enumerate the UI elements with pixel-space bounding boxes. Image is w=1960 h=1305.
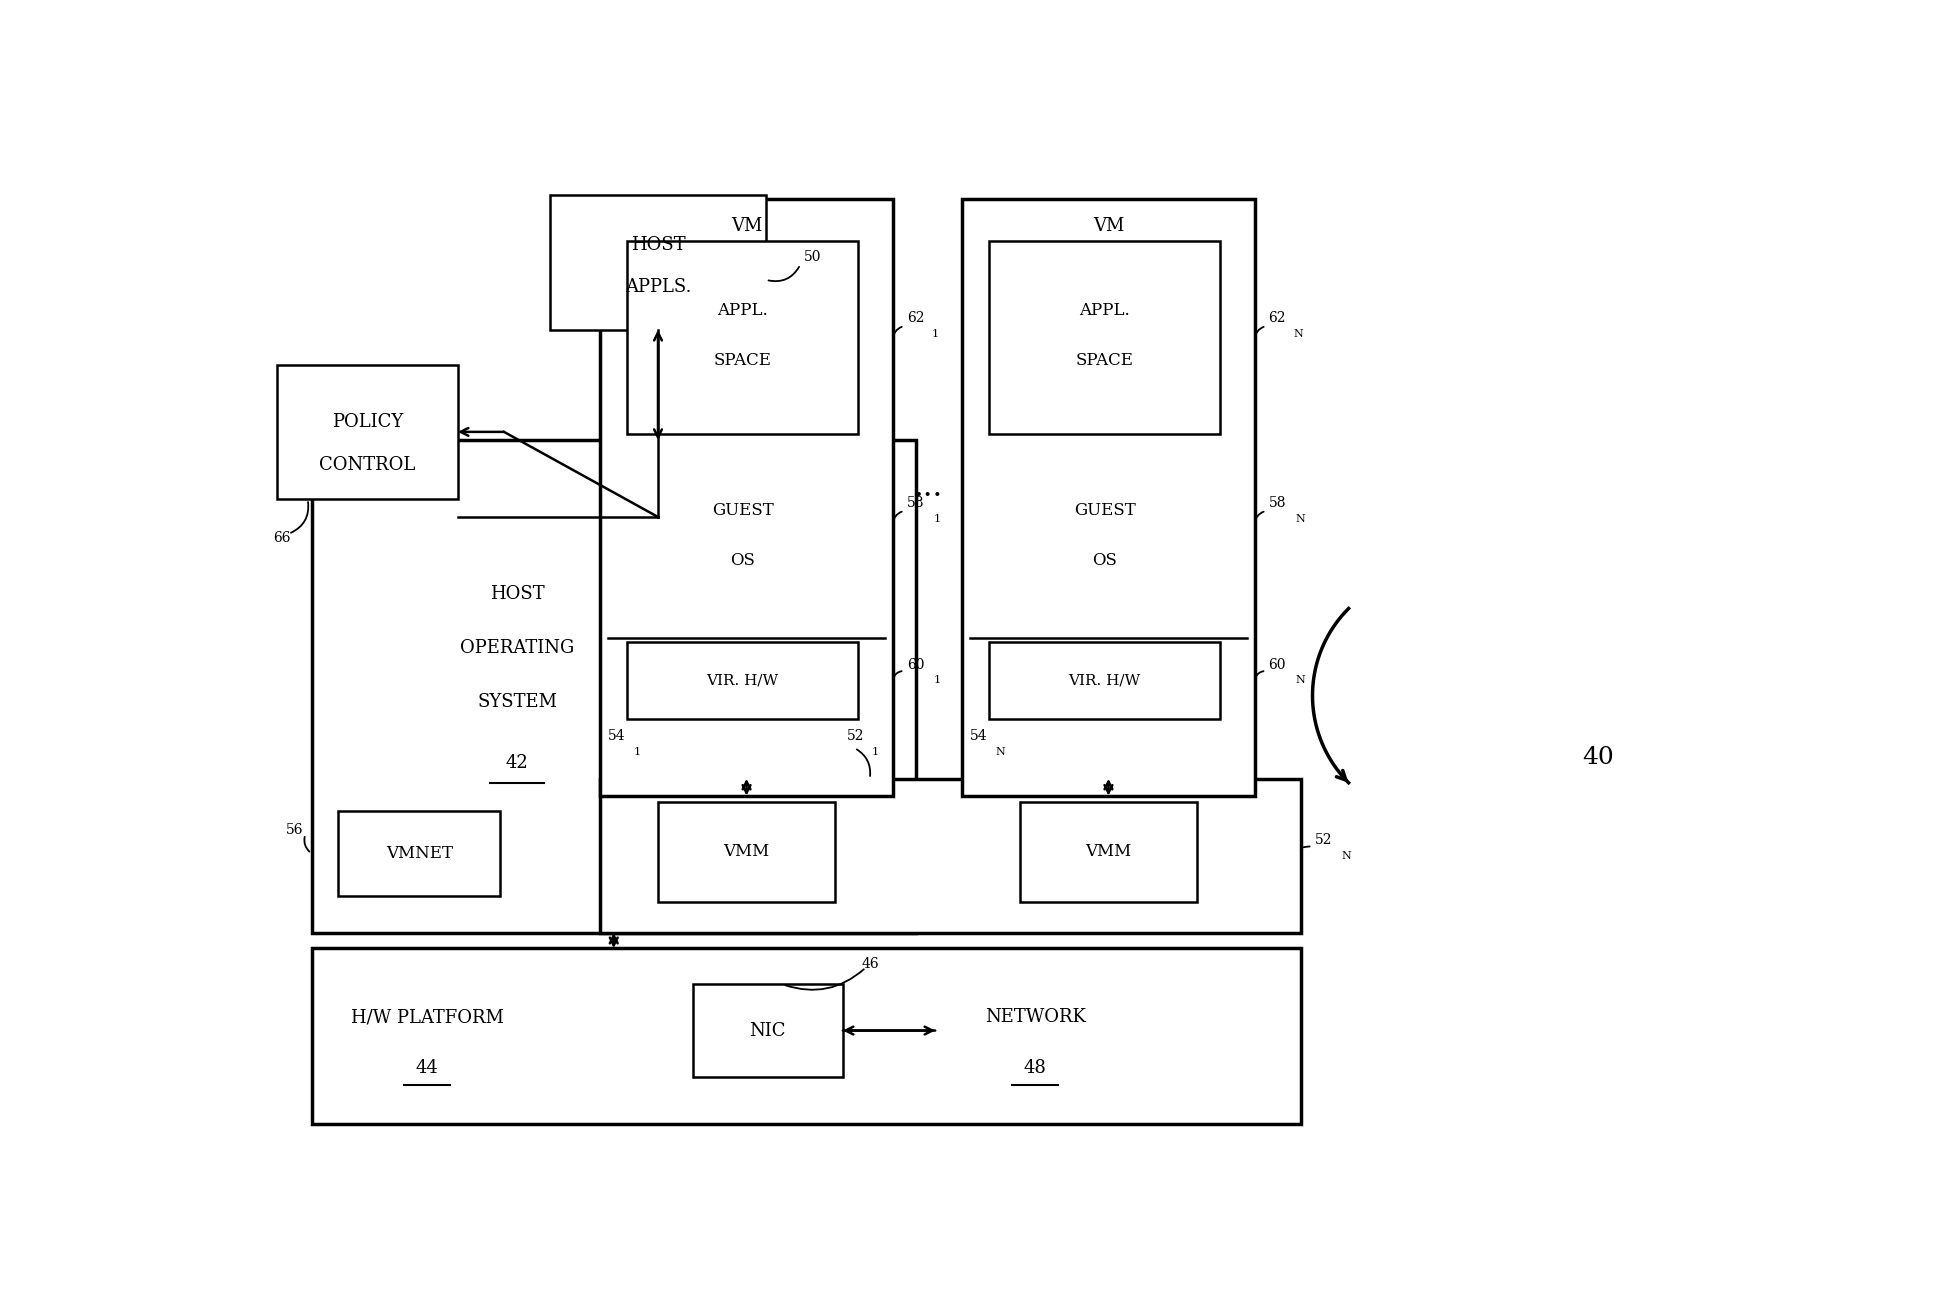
Bar — [990, 642, 1221, 719]
Bar — [600, 198, 894, 796]
Text: OS: OS — [1092, 552, 1117, 569]
Text: GUEST: GUEST — [1074, 502, 1135, 519]
Text: VIR. H/W: VIR. H/W — [708, 673, 778, 688]
Bar — [600, 779, 1301, 933]
Text: 58: 58 — [907, 496, 925, 510]
Text: 60: 60 — [1268, 658, 1286, 672]
Bar — [990, 241, 1221, 433]
Text: H/W PLATFORM: H/W PLATFORM — [351, 1009, 504, 1027]
Text: 66: 66 — [272, 531, 290, 544]
Text: 42: 42 — [506, 754, 529, 773]
Bar — [312, 949, 1301, 1124]
Text: 52: 52 — [847, 729, 864, 744]
Text: 60: 60 — [907, 658, 925, 672]
Text: N: N — [996, 746, 1005, 757]
Text: NETWORK: NETWORK — [984, 1009, 1086, 1027]
Text: GUEST: GUEST — [711, 502, 774, 519]
Text: 1: 1 — [933, 513, 941, 523]
Text: SPACE: SPACE — [713, 352, 772, 369]
Bar — [962, 198, 1254, 796]
Text: OPERATING: OPERATING — [461, 639, 574, 656]
Text: 46: 46 — [862, 957, 880, 971]
Text: APPL.: APPL. — [1080, 301, 1131, 320]
Text: N: N — [1343, 851, 1352, 861]
Bar — [659, 801, 835, 902]
Text: SYSTEM: SYSTEM — [476, 693, 557, 711]
Bar — [627, 241, 858, 433]
Text: VM: VM — [731, 217, 762, 235]
Text: POLICY: POLICY — [331, 414, 404, 431]
Bar — [276, 364, 459, 500]
Text: SPACE: SPACE — [1076, 352, 1133, 369]
Text: 1: 1 — [633, 746, 641, 757]
Text: N: N — [1296, 675, 1305, 685]
Text: 54: 54 — [970, 729, 988, 744]
Bar — [339, 812, 500, 895]
Text: 54: 54 — [608, 729, 625, 744]
Text: 50: 50 — [804, 249, 821, 264]
Bar — [627, 642, 858, 719]
Text: VMNET: VMNET — [386, 844, 453, 861]
Bar — [1019, 801, 1198, 902]
Text: 40: 40 — [1582, 745, 1613, 769]
Bar — [692, 984, 843, 1077]
Text: VIR. H/W: VIR. H/W — [1068, 673, 1141, 688]
Text: 44: 44 — [416, 1058, 439, 1077]
Text: CONTROL: CONTROL — [319, 455, 416, 474]
Bar — [312, 440, 915, 933]
Text: 52: 52 — [1315, 834, 1333, 847]
Text: NIC: NIC — [749, 1022, 786, 1040]
Text: HOST: HOST — [631, 236, 686, 254]
Text: HOST: HOST — [490, 585, 545, 603]
Text: VMM: VMM — [723, 843, 770, 860]
Text: APPLS.: APPLS. — [625, 278, 692, 296]
Text: APPL.: APPL. — [717, 301, 768, 320]
Text: 56: 56 — [286, 823, 304, 838]
Text: ...: ... — [913, 472, 943, 504]
Text: OS: OS — [731, 552, 755, 569]
Text: 48: 48 — [1023, 1058, 1047, 1077]
Text: VM: VM — [1094, 217, 1125, 235]
Text: 1: 1 — [872, 746, 880, 757]
Text: 1: 1 — [933, 675, 941, 685]
Text: VMM: VMM — [1086, 843, 1131, 860]
Text: 58: 58 — [1268, 496, 1286, 510]
Bar — [551, 196, 766, 330]
Text: 1: 1 — [931, 329, 939, 339]
Text: N: N — [1294, 329, 1303, 339]
Text: 62: 62 — [1268, 312, 1286, 325]
Text: N: N — [1296, 513, 1305, 523]
Text: 62: 62 — [907, 312, 925, 325]
